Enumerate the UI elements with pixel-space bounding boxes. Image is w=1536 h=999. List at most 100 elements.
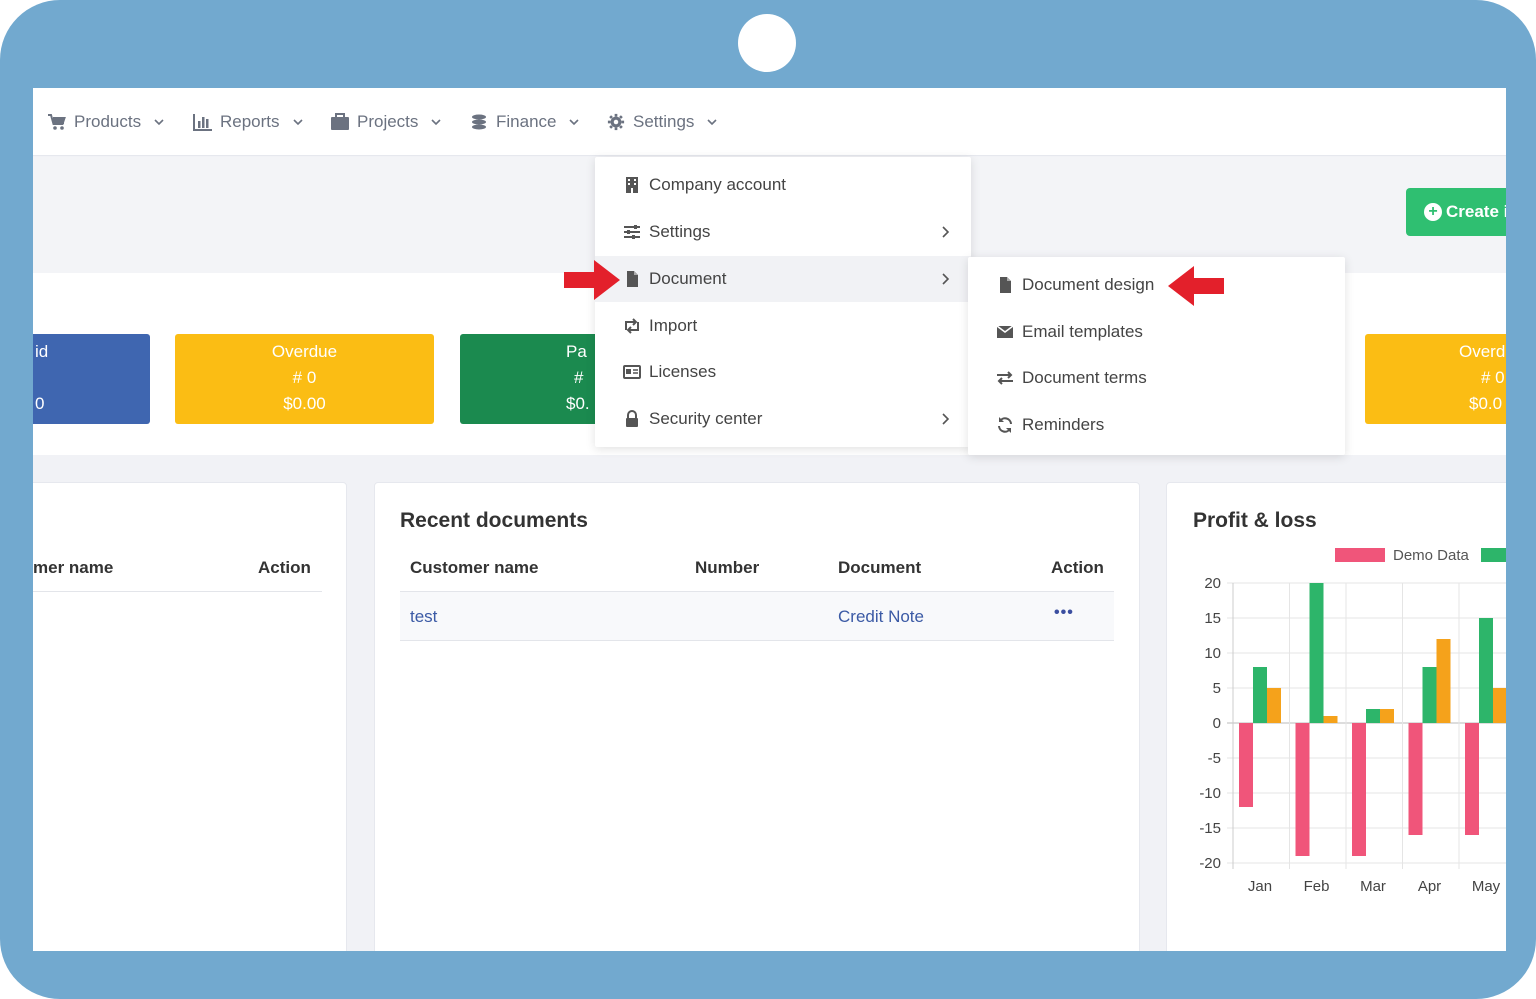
- nav-products[interactable]: Products: [47, 110, 165, 134]
- submenu-item-label: Document design: [1022, 275, 1155, 294]
- menu-item-label: Security center: [649, 409, 763, 428]
- bar: [1295, 723, 1310, 856]
- bar: [1309, 583, 1324, 723]
- submenu-item-label: Document terms: [1022, 368, 1147, 387]
- chevron-down-icon: [292, 119, 303, 126]
- bar: [1380, 709, 1394, 723]
- stat-amount: $0.00: [283, 394, 326, 413]
- column-header-action: Action: [258, 558, 311, 577]
- stat-count: # 0: [1481, 368, 1505, 387]
- x-tick-label: Jan: [1248, 878, 1272, 895]
- building-icon: [626, 177, 638, 193]
- menu-item-import[interactable]: Import: [595, 303, 971, 349]
- stat-card-partial[interactable]: id 0: [33, 334, 150, 424]
- stat-title: id: [35, 342, 49, 361]
- top-navigation: Products Reports Projects Finance Settin: [33, 88, 1506, 156]
- stat-count: # 0: [292, 368, 317, 387]
- stat-title: Overd: [1459, 342, 1506, 361]
- create-button-label: Create i: [1446, 202, 1506, 221]
- bar: [1479, 618, 1493, 723]
- y-tick-label: 15: [1204, 610, 1221, 627]
- menu-item-security-center[interactable]: Security center: [595, 396, 971, 442]
- left-panel: [33, 482, 347, 951]
- envelope-icon: [996, 325, 1014, 338]
- stat-amount: 0: [35, 394, 45, 413]
- chevron-down-icon: [154, 119, 164, 126]
- submenu-item-label: Email templates: [1022, 322, 1143, 341]
- stat-amount: $0.0: [1469, 394, 1503, 413]
- chevron-down-icon: [707, 119, 718, 126]
- column-header-customer-name: Customer name: [410, 558, 539, 577]
- row-actions-button[interactable]: •••: [1054, 604, 1074, 621]
- plus-circle-icon: +: [1424, 203, 1442, 221]
- column-header-customer: mer name: [33, 558, 114, 577]
- recent-documents-panel: [374, 482, 1140, 951]
- cart-icon: [48, 114, 66, 130]
- menu-item-document[interactable]: Document: [595, 256, 971, 302]
- document-link[interactable]: Credit Note: [838, 607, 924, 626]
- recent-documents-title: Recent documents: [400, 509, 588, 532]
- submenu-item-email-templates[interactable]: Email templates: [968, 309, 1345, 355]
- menu-item-company-account[interactable]: Company account: [595, 162, 971, 208]
- chevron-down-icon: [569, 119, 580, 126]
- y-tick-label: -5: [1208, 750, 1221, 767]
- nav-settings[interactable]: Settings: [606, 110, 718, 134]
- settings-dropdown-menu: Company account Settings Document Import…: [595, 157, 971, 447]
- annotation-arrow-right-icon: [564, 260, 620, 300]
- nav-products-label: Products: [74, 112, 142, 131]
- nav-projects[interactable]: Projects: [330, 110, 442, 134]
- file-icon: [1000, 277, 1011, 293]
- menu-item-label: Document: [649, 269, 727, 288]
- stat-count: [35, 365, 150, 391]
- stat-card-overdue[interactable]: Overdue # 0 $0.00: [175, 334, 434, 424]
- legend-swatch: [1335, 548, 1385, 562]
- divider: [33, 591, 322, 592]
- nav-reports-label: Reports: [220, 112, 280, 131]
- submenu-item-reminders[interactable]: Reminders: [968, 402, 1345, 448]
- chevron-right-icon: [942, 273, 950, 285]
- customer-link[interactable]: test: [410, 607, 438, 626]
- lock-icon: [626, 410, 638, 427]
- app-screen: Products Reports Projects Finance Settin: [33, 88, 1506, 951]
- bar: [1267, 688, 1281, 723]
- y-tick-label: 0: [1213, 715, 1221, 732]
- sliders-icon: [624, 225, 640, 239]
- exchange-icon: [997, 371, 1013, 385]
- profit-loss-chart: Demo Data 20 15 10 5 0 -5 -10 -15 -20 Jan Feb Mar Apr…: [1199, 548, 1506, 895]
- submenu-item-document-terms[interactable]: Document terms: [968, 355, 1345, 401]
- column-header-document: Document: [838, 558, 922, 577]
- menu-item-label: Company account: [649, 175, 787, 194]
- coins-icon: [472, 114, 486, 130]
- stat-count: #: [574, 368, 584, 387]
- x-tick-label: Apr: [1418, 878, 1441, 895]
- stat-card-overdue-right[interactable]: Overd # 0 $0.0: [1365, 334, 1506, 424]
- nav-settings-label: Settings: [633, 112, 695, 131]
- nav-reports[interactable]: Reports: [193, 110, 304, 134]
- stat-title: Overdue: [271, 342, 338, 361]
- table-row: [400, 592, 1114, 640]
- menu-item-licenses[interactable]: Licenses: [595, 349, 971, 395]
- bar: [1253, 667, 1267, 723]
- stat-card-paid[interactable]: Pa # $0.: [460, 334, 620, 424]
- nav-finance[interactable]: Finance: [469, 110, 580, 134]
- menu-item-settings[interactable]: Settings: [595, 209, 971, 255]
- legend-swatch: [1481, 548, 1506, 562]
- y-tick-label: 20: [1204, 575, 1221, 592]
- document-submenu: Document design Email templates Document…: [968, 257, 1345, 455]
- divider: [400, 591, 1114, 592]
- y-tick-label: 10: [1204, 645, 1221, 662]
- create-invoice-button[interactable]: + Create i: [1406, 188, 1506, 236]
- submenu-item-document-design[interactable]: Document design: [968, 262, 1345, 308]
- bar: [1352, 723, 1366, 856]
- x-tick-label: Feb: [1304, 878, 1330, 895]
- y-tick-label: -20: [1199, 855, 1221, 872]
- submenu-item-label: Reminders: [1022, 415, 1105, 434]
- briefcase-icon: [331, 113, 349, 130]
- stat-amount: $0.: [566, 394, 590, 413]
- bar: [1436, 639, 1451, 723]
- y-tick-label: -10: [1199, 785, 1221, 802]
- chevron-right-icon: [942, 226, 950, 238]
- chevron-right-icon: [942, 413, 950, 425]
- bar-chart-icon: [193, 114, 212, 131]
- bar: [1493, 688, 1506, 723]
